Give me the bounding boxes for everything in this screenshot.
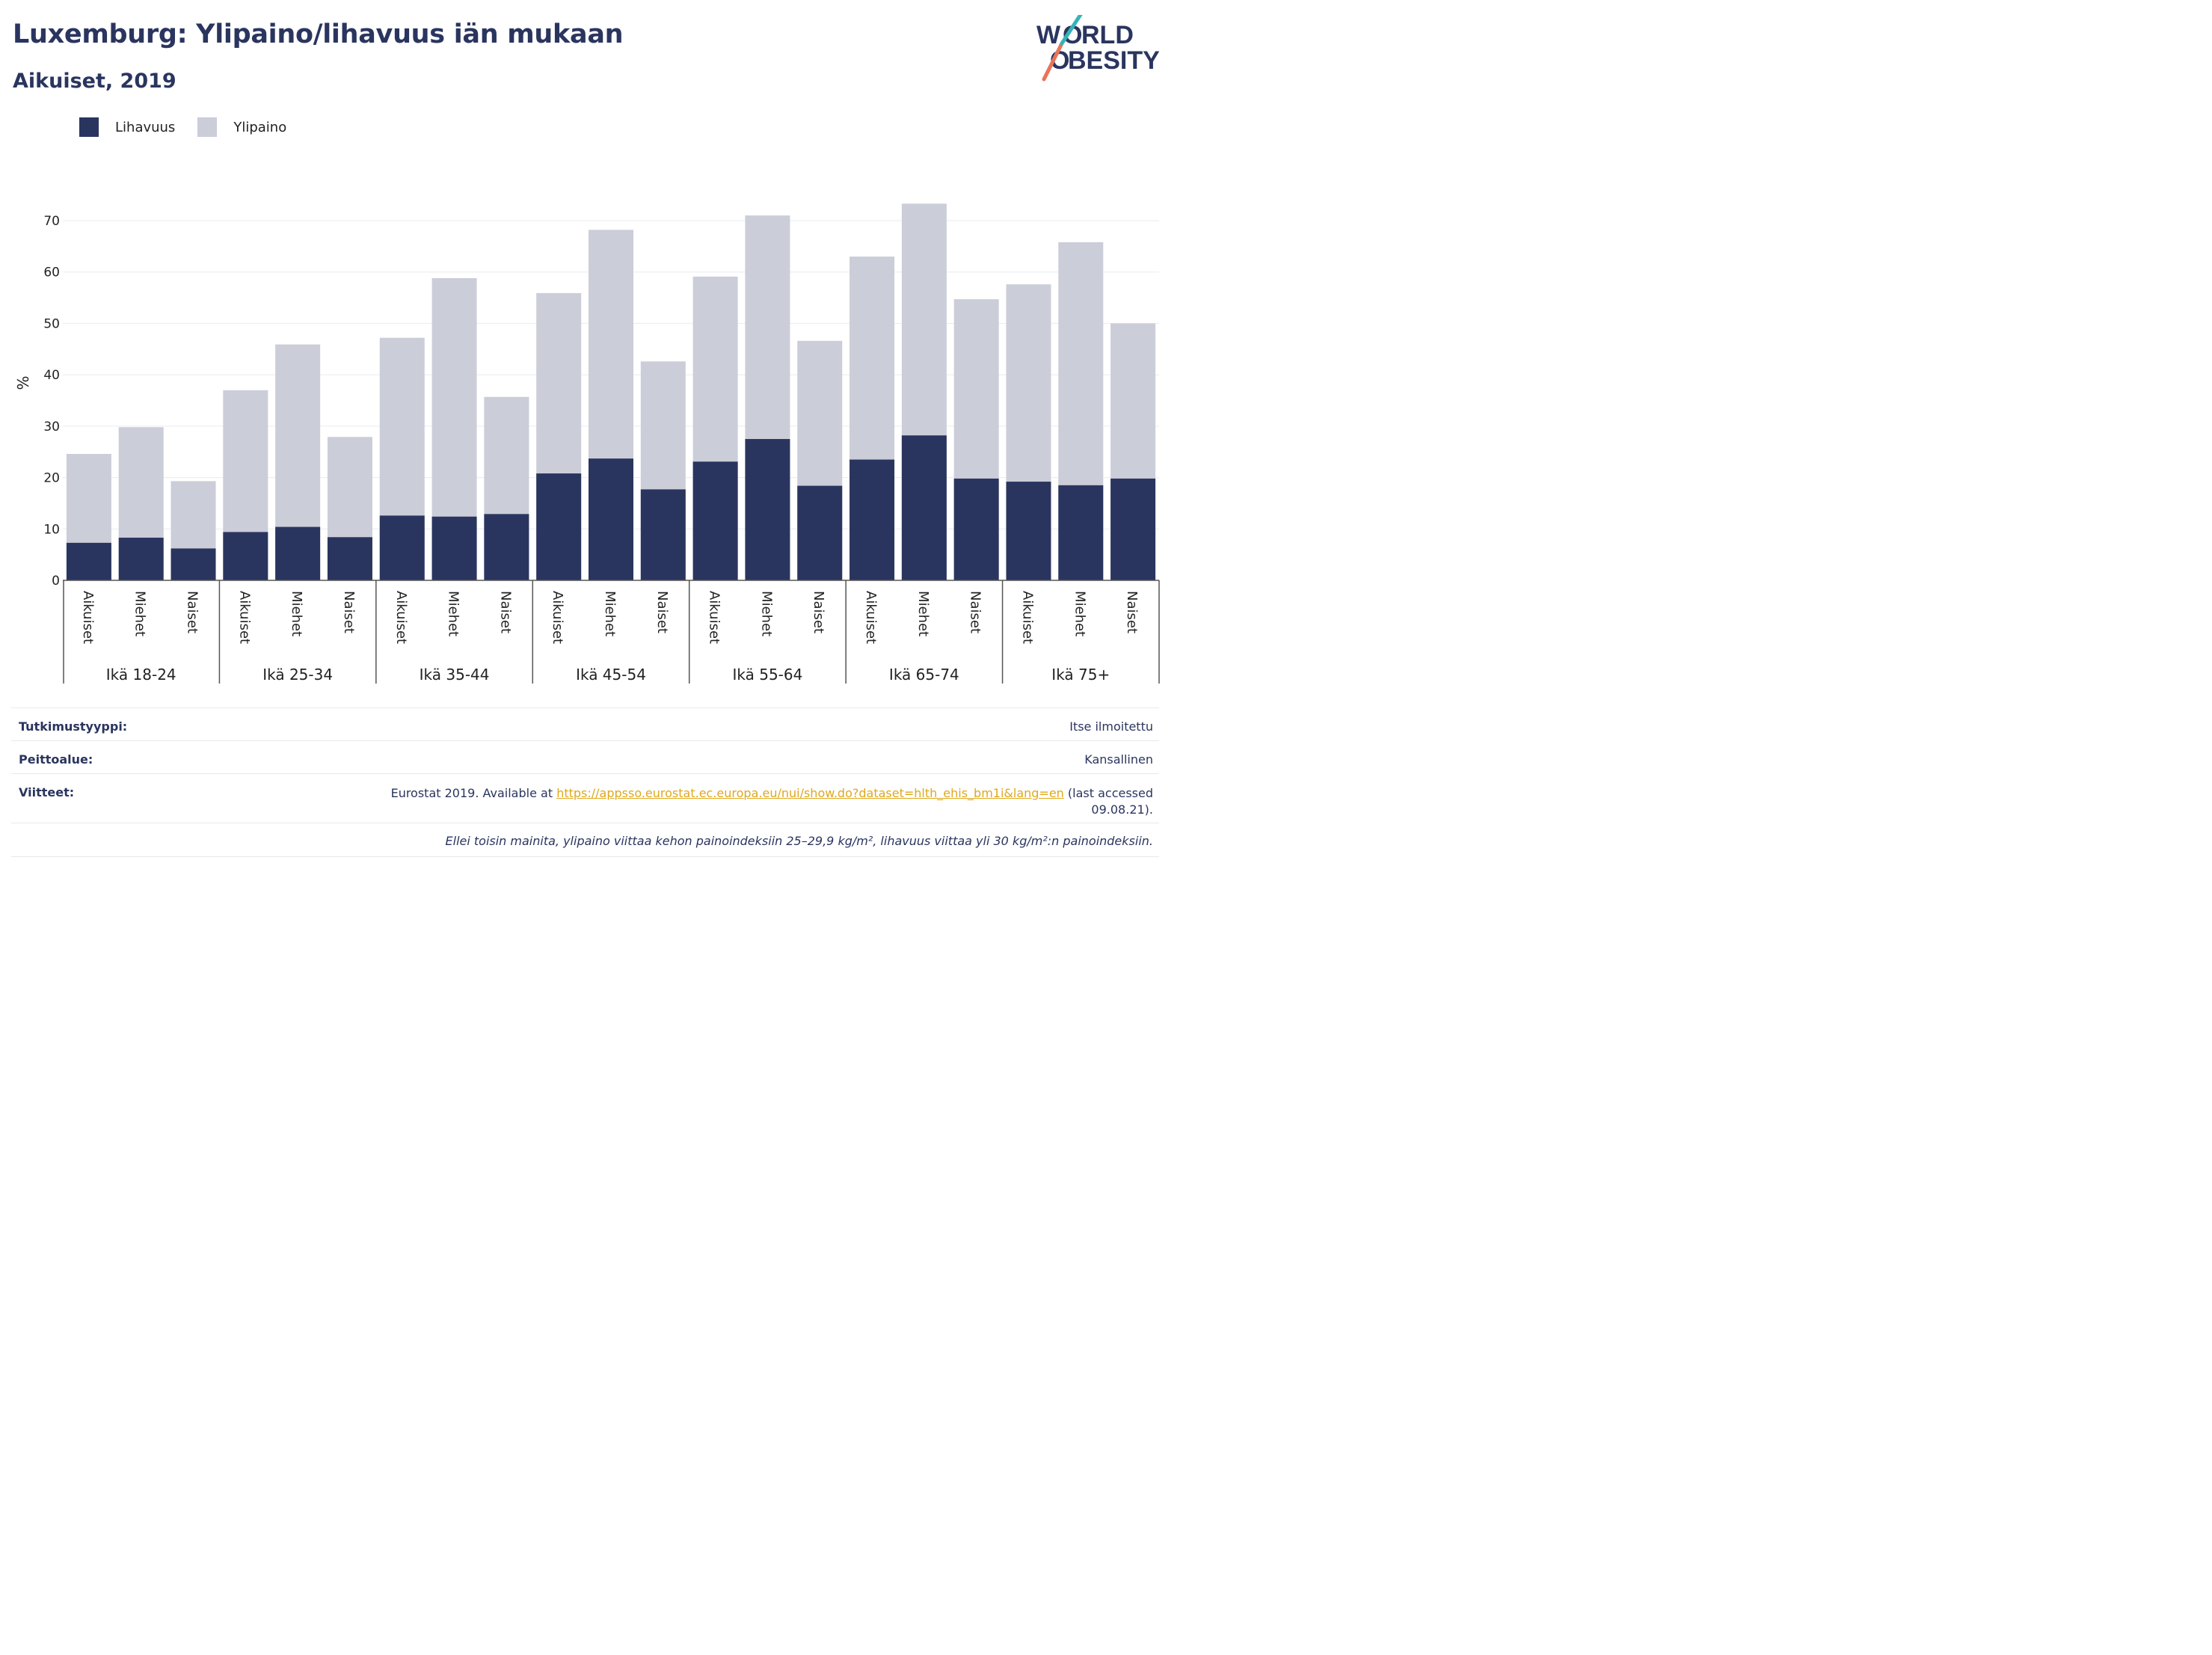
bar-lihavuus[interactable]	[170, 548, 216, 580]
bar-lihavuus[interactable]	[431, 516, 477, 580]
legend-swatch-lihavuus	[79, 117, 99, 137]
x-tick-label: Naiset	[654, 591, 670, 633]
y-axis-label: %	[14, 375, 32, 390]
references-label: Viitteet:	[19, 785, 75, 799]
page-subtitle: Aikuiset, 2019	[13, 70, 176, 93]
x-tick-label: Aikuiset	[550, 591, 565, 644]
bar-lihavuus[interactable]	[327, 537, 372, 580]
x-tick-label: Naiset	[811, 591, 826, 633]
legend-label-lihavuus: Lihavuus	[115, 119, 176, 135]
bar-lihavuus[interactable]	[640, 489, 686, 580]
svg-text:BESITY: BESITY	[1068, 46, 1160, 75]
group-label: Ikä 25-34	[262, 666, 333, 684]
group-label: Ikä 65-74	[889, 666, 959, 684]
bar-lihavuus[interactable]	[118, 537, 164, 580]
bar-lihavuus[interactable]	[1110, 478, 1156, 580]
bar-lihavuus[interactable]	[901, 435, 947, 580]
bar-lihavuus[interactable]	[223, 532, 268, 580]
x-tick-label: Aikuiset	[863, 591, 879, 644]
bar-lihavuus[interactable]	[484, 514, 529, 580]
legend-item-lihavuus[interactable]: Lihavuus	[79, 117, 175, 137]
x-tick-label: Miehet	[915, 591, 931, 636]
bar-lihavuus[interactable]	[536, 473, 582, 580]
references-accessed-date: 09.08.21).	[1091, 802, 1153, 817]
x-tick-label: Miehet	[289, 591, 304, 636]
group-label: Ikä 35-44	[420, 666, 490, 684]
x-tick-label: Miehet	[1072, 591, 1087, 636]
bar-lihavuus[interactable]	[589, 458, 633, 580]
x-tick-label: Naiset	[185, 591, 200, 633]
bar-lihavuus[interactable]	[953, 478, 999, 580]
x-tick-label: Miehet	[132, 591, 148, 636]
references-value: Eurostat 2019. Available at https://apps…	[391, 785, 1153, 818]
group-label: Ikä 18-24	[106, 666, 176, 684]
legend-swatch-ylipaino	[197, 117, 218, 137]
x-tick-label: Aikuiset	[393, 591, 409, 644]
legend-item-ylipaino[interactable]: Ylipaino	[197, 117, 286, 137]
study-type-value: Itse ilmoitettu	[1069, 719, 1153, 734]
bar-lihavuus[interactable]	[692, 461, 738, 580]
x-tick-label: Aikuiset	[707, 591, 722, 644]
references-prefix: Eurostat 2019. Available at	[390, 786, 557, 800]
bar-chart: 0 10 20 30 40 50 60 70% Aikuiset Miehet Naiset Aiku…	[14, 203, 1160, 684]
group-label: Ikä 45-54	[576, 666, 646, 684]
x-tick-label: Miehet	[602, 591, 618, 636]
y-tick-label: 20	[43, 471, 60, 486]
chart-legend: Lihavuus Ylipaino	[79, 117, 309, 137]
study-type-label: Tutkimustyyppi:	[19, 719, 128, 734]
bar-lihavuus[interactable]	[66, 542, 111, 580]
x-tick-label: Aikuiset	[236, 591, 252, 644]
x-tick-label: Naiset	[1124, 591, 1140, 633]
bar-lihavuus[interactable]	[1058, 485, 1104, 580]
x-tick-label: Aikuiset	[1019, 591, 1035, 644]
group-label: Ikä 55-64	[732, 666, 802, 684]
info-row-coverage: Peittoalue: Kansallinen	[11, 740, 1159, 774]
group-label: Ikä 75+	[1051, 666, 1110, 684]
y-tick-label: 10	[43, 522, 60, 537]
world-obesity-logo: W O RLD O BESITY	[1036, 15, 1160, 82]
y-tick-label: 70	[43, 214, 60, 229]
x-tick-label: Miehet	[446, 591, 461, 636]
bar-lihavuus[interactable]	[850, 459, 895, 580]
bar-lihavuus[interactable]	[379, 515, 425, 580]
info-row-references: Viitteet: Eurostat 2019. Available at ht…	[11, 773, 1159, 823]
y-tick-label: 30	[43, 420, 60, 435]
coverage-value: Kansallinen	[1084, 752, 1153, 767]
x-tick-label: Naiset	[497, 591, 513, 633]
legend-label-ylipaino: Ylipaino	[233, 119, 287, 135]
info-row-study-type: Tutkimustyyppi: Itse ilmoitettu	[11, 707, 1159, 741]
bar-lihavuus[interactable]	[275, 526, 321, 580]
coverage-label: Peittoalue:	[19, 752, 93, 767]
x-tick-label: Aikuiset	[80, 591, 96, 644]
references-suffix: (last accessed	[1063, 786, 1153, 800]
y-tick-label: 60	[43, 265, 60, 280]
info-row-note: Ellei toisin mainita, ylipaino viittaa k…	[11, 823, 1159, 857]
bar-lihavuus[interactable]	[1006, 482, 1051, 580]
svg-text:RLD: RLD	[1081, 21, 1134, 49]
y-tick-label: 0	[52, 574, 60, 589]
y-tick-label: 40	[43, 368, 60, 383]
y-tick-label: 50	[43, 316, 60, 331]
x-tick-label: Miehet	[758, 591, 774, 636]
page-title: Luxemburg: Ylipaino/lihavuus iän mukaan	[13, 19, 624, 49]
bar-lihavuus[interactable]	[797, 485, 843, 580]
references-link[interactable]: https://appsso.eurostat.ec.europa.eu/nui…	[556, 786, 1064, 800]
definition-note: Ellei toisin mainita, ylipaino viittaa k…	[445, 834, 1153, 848]
x-tick-label: Naiset	[968, 591, 983, 633]
x-tick-label: Naiset	[341, 591, 357, 633]
bar-lihavuus[interactable]	[745, 439, 790, 580]
svg-text:W: W	[1036, 21, 1061, 49]
